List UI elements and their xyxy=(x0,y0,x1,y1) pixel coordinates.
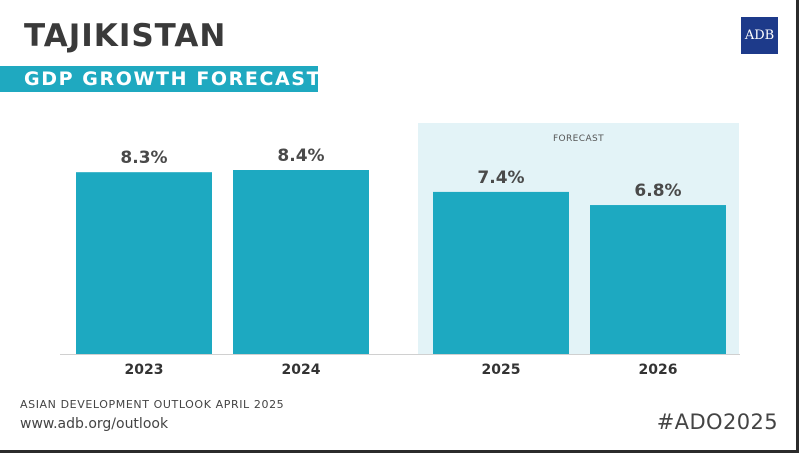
adb-logo: ADB xyxy=(741,17,778,54)
x-tick-2025: 2025 xyxy=(482,362,521,378)
subtitle-band xyxy=(0,66,318,92)
source-note: ASIAN DEVELOPMENT OUTLOOK APRIL 2025 xyxy=(20,398,285,411)
source-url: www.adb.org/outlook xyxy=(20,416,169,432)
data-label-2024: 8.4% xyxy=(277,146,324,166)
bar-2023 xyxy=(76,172,212,354)
data-label-2026: 6.8% xyxy=(634,181,681,201)
bar-2026 xyxy=(590,205,726,354)
chart-subtitle: GDP GROWTH FORECAST xyxy=(24,68,322,90)
bar-2025 xyxy=(433,191,569,354)
data-label-2023: 8.3% xyxy=(120,148,167,168)
x-tick-2024: 2024 xyxy=(282,362,321,378)
forecast-label: FORECAST xyxy=(553,134,604,144)
bar-2024 xyxy=(233,170,369,354)
x-tick-2026: 2026 xyxy=(639,362,678,378)
data-label-2025: 7.4% xyxy=(477,168,524,188)
page-title: TAJIKISTAN xyxy=(24,18,227,54)
x-tick-2023: 2023 xyxy=(125,362,164,378)
hashtag: #ADO2025 xyxy=(656,410,778,434)
